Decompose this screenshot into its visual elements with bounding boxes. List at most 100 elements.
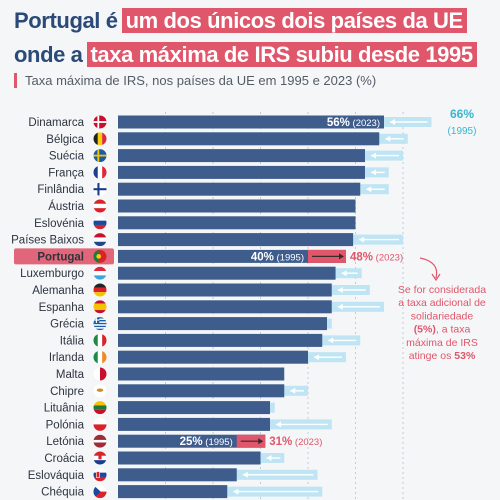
bar-2023 [118,182,361,196]
flag-italy [93,333,107,347]
flag-france [93,165,107,179]
title-line1-highlight: um dos únicos dois países da UE [121,8,467,33]
label-denmark-2023: 56% (2023) [327,117,380,129]
bar-2023 [118,434,266,448]
country-label: Lituânia [44,403,85,415]
bar-2023 [118,350,308,364]
flag-malta [93,367,107,381]
label-latvia-1995: 25% (1995) [180,436,233,448]
flag-lithuania [93,401,107,415]
bar-2023 [118,165,365,179]
note-line: máxima de IRS [406,337,478,349]
country-label: Luxemburgo [20,268,84,280]
flag-belgium [93,132,107,146]
country-label: Portugal [37,251,84,263]
bar-2023 [118,367,285,381]
decrease-arrow-head [385,135,391,142]
country-label: Eslovénia [34,218,84,230]
flag-slovenia [93,216,107,230]
country-label: Eslováquia [28,470,85,482]
bar-2023 [118,468,237,482]
note-line: solidariedade [411,310,474,322]
bar-2023 [118,451,261,465]
decrease-arrow-head [328,337,334,344]
bar-2023 [118,485,228,499]
decrease-arrow-head [371,169,376,176]
title-line-2: onde a taxa máxima de IRS subiu desde 199… [14,40,494,70]
bar-2023 [118,199,356,213]
title-line-1: Portugal é um dos únicos dois países da U… [14,6,494,36]
country-label: Grécia [50,319,84,331]
decrease-arrow-head [337,287,343,293]
title-block: Portugal é um dos únicos dois países da U… [14,6,494,70]
title-line2-highlight: taxa máxima de IRS subiu desde 1995 [86,42,477,67]
decrease-arrow-head [314,354,319,361]
country-label: Malta [56,369,85,381]
bar-2023 [118,233,354,247]
flag-slovakia [93,468,107,482]
bar-2023 [118,249,346,263]
title-line2-plain: onde a [14,42,83,67]
decrease-arrow-head [359,236,365,243]
decrease-arrow-head [337,303,343,310]
bar-2023 [118,401,270,415]
country-label: França [48,167,84,179]
chart-subtitle: Taxa máxima de IRS, nos países da UE em … [14,73,376,88]
title-line1-plain: Portugal é [14,8,118,33]
bar-2023 [118,333,323,347]
bar-2023 [118,266,336,280]
increase-arrow-head [339,253,344,260]
flag-ireland [93,350,107,364]
bar-2023 [118,283,332,297]
flag-greece [93,317,107,331]
decrease-arrow-head [341,270,347,277]
decrease-arrow-head [290,387,296,394]
bar-2023 [118,317,327,331]
label-denmark-1995-value: 66% [450,107,474,121]
country-label: Dinamarca [28,117,84,129]
flag-poland [93,417,107,431]
note-line: (5%), a taxa [414,324,471,336]
decrease-arrow-head [371,152,376,159]
bar-2023 [118,300,332,314]
bar-2023 [118,216,356,230]
flag-spain [93,300,107,314]
bar-2023 [118,384,285,398]
bar-2023 [118,115,384,129]
label-latvia-2023: 31% (2023) [269,436,322,448]
flag-cyprus [93,384,107,398]
highlight-portugal-label-bg [14,248,114,265]
flag-netherlands [93,233,107,247]
country-label: Chéquia [41,487,84,499]
bar-2023 [118,132,380,146]
country-label: Bélgica [46,134,84,146]
flag-finland [93,182,107,196]
bar-2023 [118,417,270,431]
flag-sweden [93,149,107,163]
country-label: Polónia [46,419,85,431]
country-label: Finlândia [37,184,84,196]
decrease-arrow-head [233,488,239,495]
label-portugal-2023: 48% (2023) [350,251,403,263]
note-curve-arrow [419,257,438,279]
flag-croatia [93,451,107,465]
country-label: Croácia [44,453,84,465]
flag-austria [93,199,107,213]
bar-2023 [118,149,365,163]
decrease-arrow-head [366,186,372,193]
flag-luxembourg [93,266,107,280]
country-label: Chipre [50,386,84,398]
label-denmark-1995-year: (1995) [448,126,477,137]
increase-arrow-head [258,438,264,445]
country-label: Letónia [46,436,84,448]
country-label: Áustria [48,200,84,213]
flag-czechia [93,485,107,499]
country-label: Alemanha [32,285,84,297]
country-label: Irlanda [49,352,85,364]
label-portugal-1995: 40% (1995) [251,251,304,263]
flag-germany [93,283,107,297]
note-arrow-head [431,273,441,282]
note-line: Se for considerada [398,284,486,296]
note-line: atinge os 53% [409,350,476,362]
